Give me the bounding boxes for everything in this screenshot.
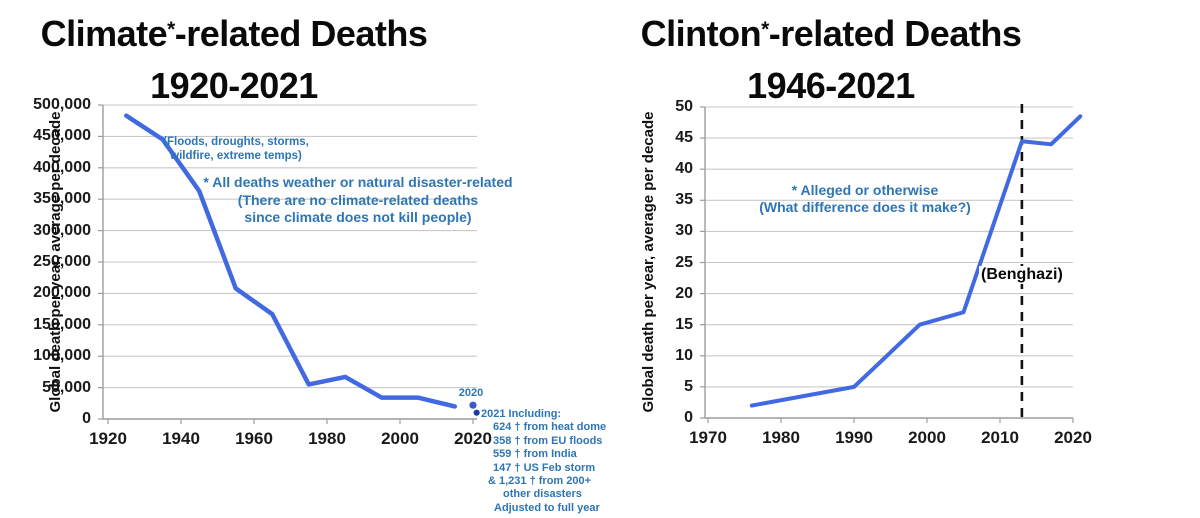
y-tick-label: 35 bbox=[675, 191, 693, 209]
data-line-series bbox=[124, 113, 457, 409]
y-tick-label: 0 bbox=[82, 410, 91, 427]
clinton-chart-title: Clinton*-related Deaths 1946-2021 bbox=[600, 5, 1062, 108]
x-tick-label: 1970 bbox=[689, 428, 727, 447]
including-note-us-feb-storm: 147 † US Feb storm bbox=[493, 461, 596, 474]
y-tick-label: 50 bbox=[675, 98, 693, 115]
y-tick-label: 40 bbox=[675, 160, 693, 178]
including-note-other-1: & 1,231 † from 200+ bbox=[488, 475, 592, 488]
benghazi-label: (Benghazi) bbox=[979, 266, 1065, 284]
y-tick-label: 45 bbox=[675, 129, 693, 147]
y-tick-label: 500,000 bbox=[33, 96, 91, 113]
y-tick-label: 15 bbox=[675, 315, 693, 333]
climate-title-word: Climate bbox=[40, 13, 168, 54]
climate-asterisk-note-line2: (There are no climate-related deaths bbox=[237, 191, 479, 208]
y-tick-label: 450,000 bbox=[33, 127, 91, 145]
data-line-series bbox=[749, 114, 1083, 408]
x-tick-label: 1960 bbox=[235, 429, 273, 448]
climate-2020-point-label: 2020 bbox=[458, 387, 484, 399]
y-tick-label: 200,000 bbox=[33, 284, 91, 302]
x-tick-label: 2020 bbox=[1054, 428, 1092, 447]
y-tick-label: 10 bbox=[675, 346, 693, 364]
x-tick-label: 1980 bbox=[762, 428, 800, 447]
clinton-title-word: Clinton bbox=[640, 13, 762, 54]
climate-title-years: 1920-2021 bbox=[150, 65, 318, 106]
y-tick-label: 150,000 bbox=[33, 315, 91, 333]
y-tick-label: 350,000 bbox=[33, 190, 91, 208]
x-tick-label: 2000 bbox=[381, 429, 419, 448]
x-tick-label: 2020 bbox=[454, 429, 492, 448]
clinton-title-years: 1946-2021 bbox=[747, 65, 915, 106]
x-tick-label: 2000 bbox=[908, 428, 946, 447]
chart-0-group bbox=[98, 104, 480, 424]
clinton-title-line1: Clinton*-related Deaths bbox=[600, 5, 1062, 56]
climate-asterisk-note-line3: since climate does not kill people) bbox=[244, 209, 472, 225]
including-note-header: 2021 Including: bbox=[481, 408, 562, 420]
data-point-dot-2020 bbox=[469, 401, 477, 409]
clinton-asterisk-note-line1: * Alleged or otherwise bbox=[791, 182, 939, 198]
climate-subject-note: (Floods, droughts, storms, wildfire, ext… bbox=[136, 136, 336, 163]
including-note-other-2: other disasters bbox=[503, 488, 582, 501]
y-tick-label: 5 bbox=[684, 377, 693, 395]
x-tick-label: 1920 bbox=[89, 429, 127, 448]
chart-1-group bbox=[700, 104, 1083, 423]
y-tick-label: 30 bbox=[675, 222, 693, 240]
clinton-title-asterisk: * bbox=[761, 17, 769, 41]
y-tick-label: 0 bbox=[684, 409, 693, 426]
y-tick-label: 25 bbox=[675, 253, 693, 271]
y-tick-label: 250,000 bbox=[33, 253, 91, 270]
climate-title-rest: -related Deaths bbox=[174, 13, 428, 54]
climate-title-asterisk: * bbox=[167, 17, 175, 41]
y-tick-label: 100,000 bbox=[33, 347, 91, 365]
including-note-adjusted: Adjusted to full year bbox=[494, 501, 600, 514]
x-tick-label: 1980 bbox=[308, 429, 346, 448]
climate-y-axis-title: Global death per year, average per decad… bbox=[47, 111, 64, 413]
clinton-asterisk-note-line2: (What difference does it make?) bbox=[759, 199, 971, 215]
y-tick-label: 300,000 bbox=[33, 221, 91, 239]
climate-subject-note-line1: (Floods, droughts, storms, bbox=[163, 136, 309, 148]
including-note-india: 559 † from India bbox=[493, 448, 577, 461]
y-tick-label: 20 bbox=[675, 284, 693, 302]
x-tick-label: 1940 bbox=[162, 429, 200, 448]
including-note-heat-dome: 624 † from heat dome bbox=[493, 421, 607, 434]
climate-title-line1: Climate*-related Deaths bbox=[0, 5, 468, 56]
including-note-eu-floods: 358 † from EU floods bbox=[493, 434, 603, 447]
y-tick-label: 400,000 bbox=[33, 158, 91, 176]
data-point-dot-2021 bbox=[473, 409, 480, 416]
climate-subject-note-line2: wildfire, extreme temps) bbox=[170, 149, 302, 162]
y-tick-label: 50,000 bbox=[42, 378, 91, 396]
climate-asterisk-note-line1: * All deaths weather or natural disaster… bbox=[203, 174, 513, 190]
clinton-y-axis-title: Global death per year, average per decad… bbox=[640, 111, 657, 413]
clinton-asterisk-note: * Alleged or otherwise (What difference … bbox=[704, 182, 1026, 216]
climate-asterisk-note: * All deaths weather or natural disaster… bbox=[197, 174, 519, 227]
x-tick-label: 1990 bbox=[835, 428, 873, 447]
x-tick-label: 2010 bbox=[981, 428, 1019, 447]
climate-2021-including-note: 2021 Including: 624 † from heat dome 358… bbox=[481, 408, 607, 515]
climate-chart-title: Climate*-related Deaths 1920-2021 bbox=[0, 5, 468, 108]
clinton-title-rest: -related Deaths bbox=[768, 13, 1022, 54]
